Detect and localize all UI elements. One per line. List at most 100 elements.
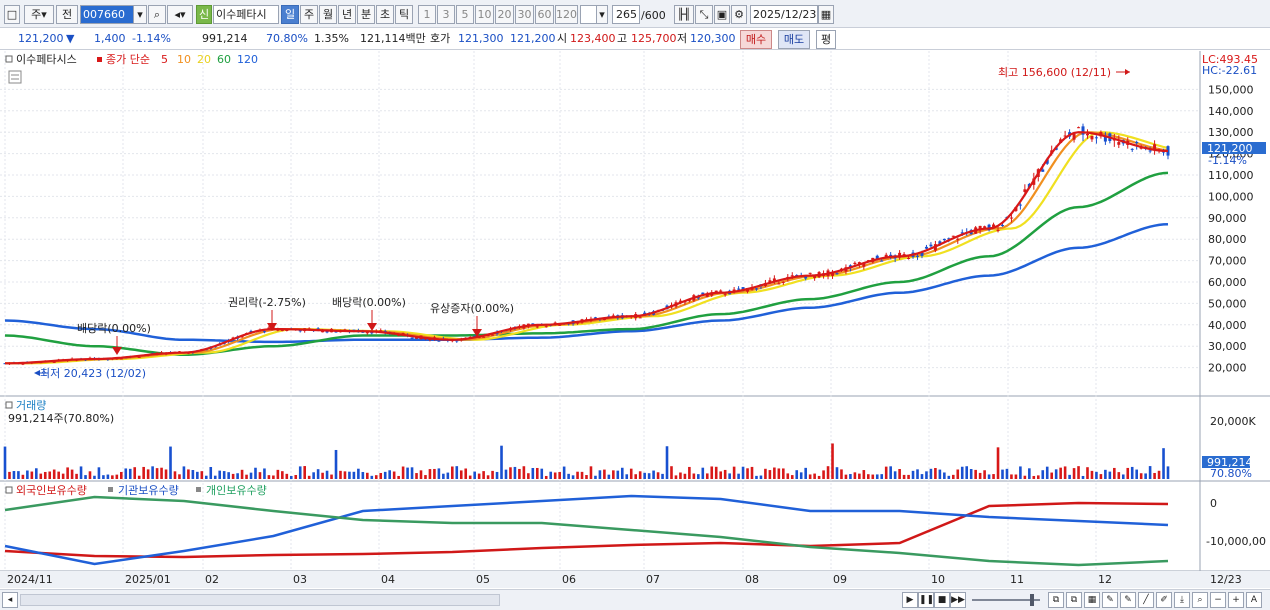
volume-bar	[875, 474, 879, 479]
candle-body	[678, 300, 682, 302]
volume-bar	[911, 470, 915, 479]
chart-type-icon[interactable]: ⧉	[1066, 592, 1082, 608]
ma120-legend: 120	[237, 53, 258, 66]
next-icon[interactable]: ▶▶	[950, 592, 966, 608]
volume-bar	[804, 467, 807, 479]
volume-bar	[196, 471, 199, 479]
period-year[interactable]: 년	[338, 5, 356, 24]
volume-bar	[620, 467, 624, 479]
pen-icon[interactable]: ✎	[1120, 592, 1136, 608]
search-icon[interactable]: ⌕	[148, 5, 166, 24]
candle-body	[907, 257, 911, 260]
candle-type-icon[interactable]: ╟╢	[674, 5, 694, 24]
buy-button[interactable]: 매수	[740, 30, 772, 49]
zoom-slider-thumb[interactable]	[1030, 594, 1034, 606]
candle-body	[942, 238, 946, 241]
period-tick[interactable]: 틱	[395, 5, 413, 24]
line-icon[interactable]: ╱	[1138, 592, 1154, 608]
compare-icon[interactable]: ⧉	[1048, 592, 1064, 608]
price-tick-label: 50,000	[1208, 297, 1247, 310]
export-icon[interactable]: ⤓	[1174, 592, 1190, 608]
volume-bar	[133, 467, 137, 479]
settings-icon[interactable]: ⚙	[731, 5, 747, 24]
brush-icon[interactable]: ✐	[1156, 592, 1172, 608]
panel-collapse-icon[interactable]	[5, 486, 13, 494]
candle-body	[558, 324, 562, 326]
candle-body	[1090, 136, 1094, 140]
window-icon[interactable]: □	[4, 5, 20, 24]
market-select[interactable]: 주▾	[24, 5, 54, 24]
scrollbar-track[interactable]	[20, 594, 500, 606]
font-size-icon[interactable]: A	[1246, 592, 1262, 608]
price-tick-label: 110,000	[1208, 169, 1254, 182]
count-input[interactable]: 265	[612, 5, 640, 24]
prev-button[interactable]: 전	[56, 5, 78, 24]
stop-icon[interactable]: ■	[934, 592, 950, 608]
volume-bar	[741, 466, 745, 479]
volume-bar	[1072, 468, 1076, 479]
volume-bar	[1068, 474, 1071, 479]
credit-badge[interactable]: 신	[196, 5, 212, 24]
zoom-out-icon[interactable]: −	[1210, 592, 1226, 608]
period-second[interactable]: 초	[376, 5, 394, 24]
speaker-icon[interactable]: ◂▾	[167, 5, 193, 24]
interval-10[interactable]: 10	[475, 5, 494, 24]
crosshair-icon[interactable]: ⤡	[695, 5, 713, 24]
volume-bar	[298, 466, 302, 479]
calendar-icon[interactable]: ▦	[818, 5, 834, 24]
interval-dropdown-icon[interactable]: ▾	[596, 5, 608, 24]
volume-bar	[813, 473, 816, 479]
panel-collapse-icon[interactable]	[5, 55, 13, 63]
period-day[interactable]: 일	[281, 5, 299, 24]
interval-120[interactable]: 120	[555, 5, 578, 24]
interval-5[interactable]: 5	[456, 5, 474, 24]
volume-bar	[12, 471, 16, 479]
period-week[interactable]: 주	[300, 5, 318, 24]
zoom-in-icon[interactable]: +	[1228, 592, 1244, 608]
period-month[interactable]: 월	[319, 5, 337, 24]
event-arrow-icon	[367, 323, 377, 331]
pause-icon[interactable]: ❚❚	[918, 592, 934, 608]
zoom-icon[interactable]: ⌕	[1192, 592, 1208, 608]
date-tick-label: 02	[205, 573, 219, 586]
volume-bar	[996, 447, 1000, 479]
save-icon[interactable]: ▣	[714, 5, 730, 24]
grid-icon[interactable]: ▦	[1084, 592, 1100, 608]
candle-body	[768, 280, 772, 283]
volume-bar	[929, 468, 933, 479]
low-arrow-icon	[34, 370, 40, 376]
volume-bar	[102, 475, 105, 479]
draw-icon[interactable]: ✎	[1102, 592, 1118, 608]
interval-1[interactable]: 1	[418, 5, 436, 24]
volume-bar	[52, 469, 56, 479]
volume-bar	[884, 466, 888, 479]
candle-body	[701, 292, 705, 295]
period-minute[interactable]: 분	[357, 5, 375, 24]
volume-bar	[410, 467, 414, 479]
high-annotation: 최고 156,600 (12/11)	[998, 66, 1111, 79]
zoom-slider[interactable]	[972, 599, 1040, 601]
panel-collapse-icon[interactable]	[5, 401, 13, 409]
candle-body	[1045, 159, 1049, 164]
stock-chart[interactable]: 150,000140,000130,000120,000110,000100,0…	[0, 51, 1270, 588]
volume-bar	[1023, 475, 1027, 479]
interval-20[interactable]: 20	[495, 5, 514, 24]
candle-body	[285, 329, 289, 331]
interval-3[interactable]: 3	[437, 5, 455, 24]
date-input[interactable]: 2025/12/23	[750, 5, 818, 24]
volume-bar	[710, 466, 714, 479]
price-tick-label: 90,000	[1208, 212, 1247, 225]
eval-button[interactable]: 평	[816, 30, 836, 49]
interval-30[interactable]: 30	[515, 5, 534, 24]
code-dropdown-icon[interactable]: ▾	[133, 5, 147, 24]
scroll-left-icon[interactable]: ◂	[2, 592, 18, 608]
table-icon[interactable]	[8, 70, 22, 84]
sell-button[interactable]: 매도	[778, 30, 810, 49]
code-input[interactable]: 007660	[80, 5, 146, 24]
volume-bar	[178, 474, 181, 479]
ma60-line	[4, 171, 1169, 357]
volume-ratio: 70.80%	[266, 32, 308, 45]
volume-bar	[451, 466, 454, 479]
interval-60[interactable]: 60	[535, 5, 554, 24]
play-icon[interactable]: ▶	[902, 592, 918, 608]
